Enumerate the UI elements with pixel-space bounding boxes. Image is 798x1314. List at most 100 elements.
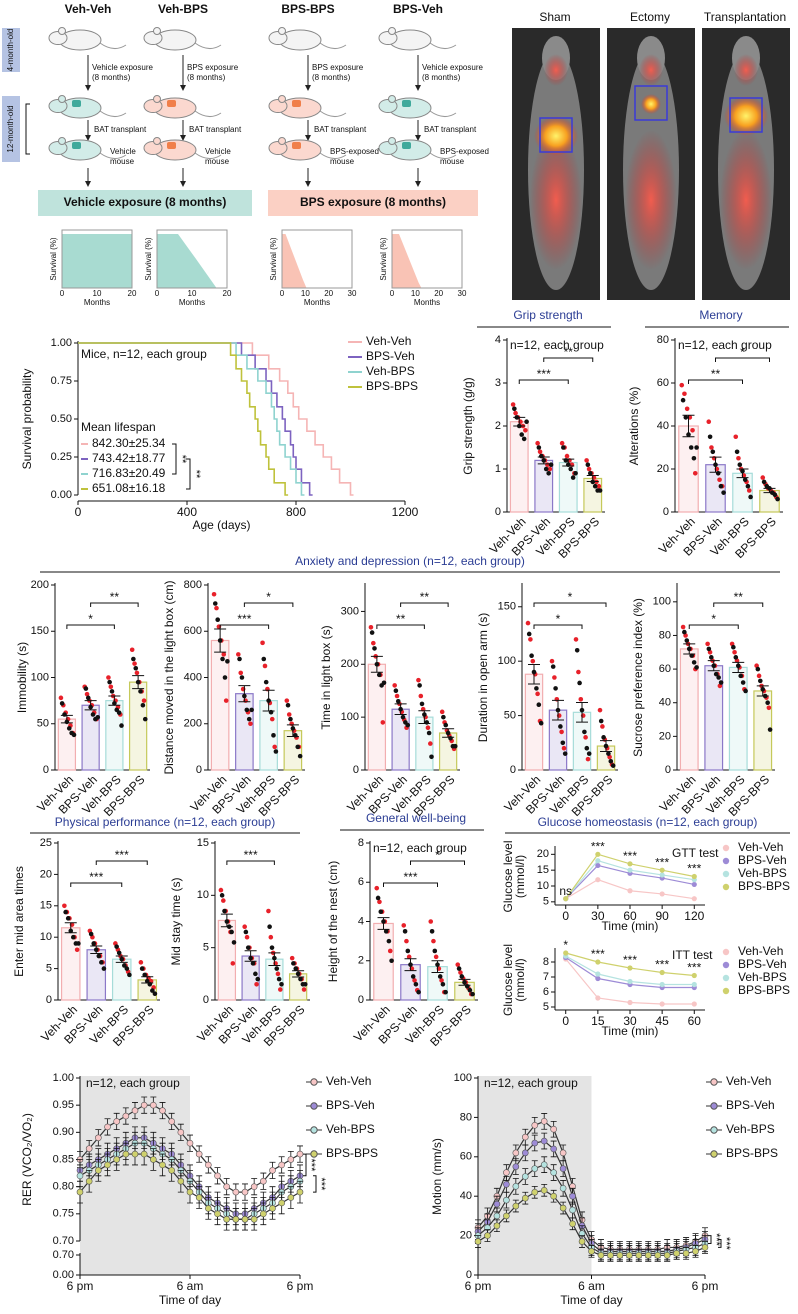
series-marker: [559, 1165, 567, 1172]
data-point: [244, 934, 250, 940]
data-point: [419, 701, 425, 707]
data-point: [559, 729, 564, 735]
x-axis-label: Time of day: [159, 1293, 221, 1307]
significance-label: *: [563, 938, 568, 952]
recipient-label: mouse: [205, 157, 230, 166]
mini-frame: [61, 229, 133, 289]
recipient-label: mouse: [440, 157, 465, 166]
data-point: [680, 397, 686, 403]
data-point: [302, 982, 308, 987]
series-marker: [559, 1149, 567, 1157]
series-marker: [673, 1250, 680, 1257]
bar: [111, 958, 132, 1001]
data-point: [269, 945, 275, 950]
series-marker: [597, 1252, 605, 1259]
data-point: [271, 733, 276, 738]
data-point: [212, 601, 218, 606]
band: [268, 190, 478, 216]
y-tick-label: 40: [460, 1190, 472, 1202]
series-marker: [104, 1123, 111, 1131]
data-point: [249, 707, 254, 713]
mouse-tail: [194, 110, 222, 117]
mouse-ear: [58, 27, 66, 35]
data-point: [426, 730, 432, 736]
band-label: Vehicle exposure (8 months): [64, 195, 227, 209]
y-tick-label: 6: [358, 876, 364, 888]
series-marker: [296, 1150, 304, 1158]
significance-bracket: [172, 443, 177, 475]
series-marker: [76, 1172, 84, 1180]
y-tick-label: 0: [203, 994, 209, 1006]
data-point: [598, 718, 604, 724]
bat: [292, 142, 301, 149]
error-bar: [64, 922, 77, 934]
y-tick-label: 0.00: [53, 1269, 74, 1281]
transplant-label: BAT transplant: [189, 125, 242, 134]
data-point: [684, 638, 690, 643]
data-point: [582, 729, 587, 735]
significance-label: ***: [655, 958, 669, 972]
group-title: Veh-Veh: [65, 2, 112, 16]
y-tick-label: 0: [495, 506, 501, 518]
lifespan-value: 842.30±25.34: [92, 436, 166, 450]
data-point: [596, 483, 602, 489]
series-marker: [484, 1232, 491, 1239]
note: n=12, each group: [678, 338, 772, 352]
data-point: [443, 989, 448, 995]
bat-uptake: [724, 96, 768, 136]
data-point: [229, 929, 234, 935]
significance-bracket: [226, 860, 275, 865]
data-point: [772, 492, 778, 498]
y-tick-label: 0.50: [51, 413, 72, 425]
data-point: [529, 653, 534, 659]
data-point: [222, 675, 228, 680]
roi: [539, 117, 573, 153]
series-marker: [493, 1212, 501, 1220]
series-marker: [595, 851, 601, 857]
legend-label: BPS-BPS: [726, 1146, 778, 1160]
error-bar: [141, 976, 154, 984]
error-bar: [286, 724, 299, 737]
data-point: [286, 712, 292, 717]
data-point: [261, 656, 267, 662]
series-marker: [550, 1192, 557, 1200]
series-marker: [659, 1001, 665, 1007]
data-point: [530, 658, 536, 664]
y-tick-label: 1.00: [51, 337, 72, 349]
y-tick-label: 40: [659, 697, 671, 709]
recipient-label: mouse: [330, 157, 355, 166]
data-point: [285, 702, 291, 708]
series-marker: [595, 975, 601, 982]
data-point: [561, 445, 566, 450]
data-point: [513, 410, 518, 416]
bat: [72, 142, 81, 149]
data-point: [74, 947, 80, 953]
data-point: [269, 716, 275, 722]
data-point: [381, 680, 387, 686]
section-title: Glucose homeostasis (n=12, each group): [538, 815, 758, 829]
significance-bracket: [303, 1153, 307, 1177]
significance-bracket: [518, 379, 569, 384]
bar: [57, 718, 77, 771]
y-tick-label: 4: [495, 334, 501, 346]
mouse-tail: [99, 110, 127, 117]
y-axis-label: Survival probability: [20, 369, 34, 470]
significance-bracket: [533, 602, 607, 607]
data-point: [537, 449, 543, 455]
series-marker: [550, 1125, 557, 1133]
data-point: [523, 428, 528, 433]
legend-marker: [710, 1102, 718, 1110]
data-point: [706, 646, 712, 652]
lifespan-value: 743.42±18.77: [92, 451, 166, 465]
data-point: [237, 656, 242, 662]
y-axis-label: Enter mid area times: [12, 866, 26, 977]
mini-x-tick: 20: [324, 289, 333, 298]
data-point: [760, 475, 766, 480]
data-point: [90, 712, 96, 717]
legend-label: BPS-BPS: [738, 983, 790, 997]
y-tick-label: 20: [460, 1230, 472, 1242]
significance-label: *: [740, 345, 745, 359]
data-point: [138, 960, 144, 965]
bat-uptake: [534, 116, 578, 156]
lifespan-value: 716.83±20.49: [92, 466, 166, 480]
